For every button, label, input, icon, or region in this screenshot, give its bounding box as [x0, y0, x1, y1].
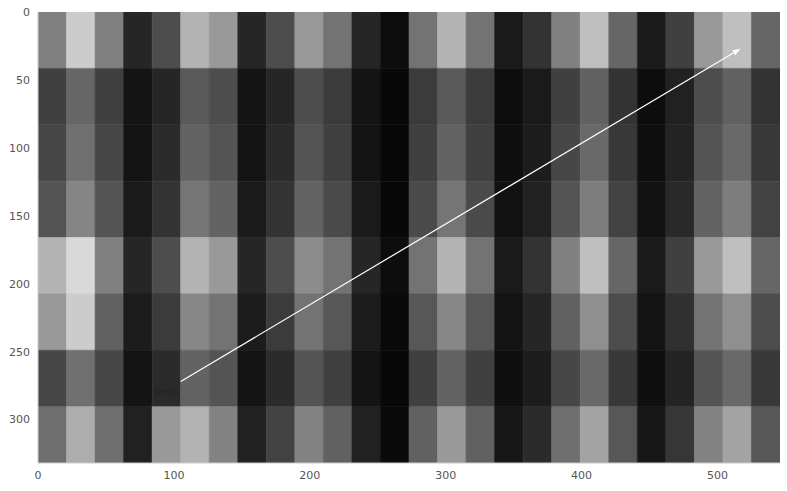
svg-text:peak: peak: [155, 386, 180, 397]
svg-text:500: 500: [707, 469, 728, 482]
svg-text:300: 300: [435, 469, 456, 482]
svg-text:0: 0: [23, 6, 30, 19]
svg-text:200: 200: [9, 278, 30, 291]
svg-text:150: 150: [9, 210, 30, 223]
svg-text:200: 200: [299, 469, 320, 482]
svg-text:100: 100: [163, 469, 184, 482]
svg-text:100: 100: [9, 142, 30, 155]
svg-text:400: 400: [571, 469, 592, 482]
svg-text:50: 50: [16, 74, 30, 87]
svg-text:250: 250: [9, 346, 30, 359]
svg-text:300: 300: [9, 413, 30, 426]
svg-text:0: 0: [35, 469, 42, 482]
